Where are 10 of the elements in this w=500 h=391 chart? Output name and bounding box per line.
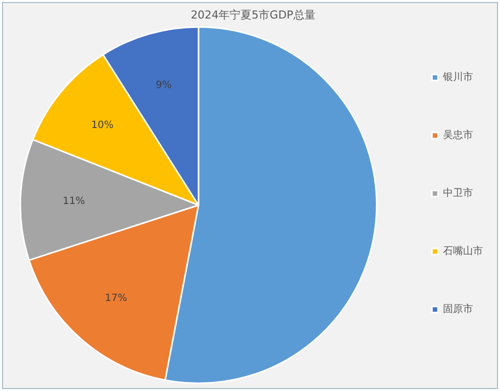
- legend-label: 银川市: [442, 71, 473, 84]
- data-label: 9%: [156, 80, 172, 91]
- chart-title: 2024年宁夏5市GDP总量: [190, 8, 316, 22]
- data-label: 10%: [91, 120, 114, 132]
- legend-label: 中卫市: [443, 187, 473, 200]
- legend-label: 固原市: [443, 303, 473, 316]
- data-label: 17%: [104, 293, 128, 304]
- data-label: 11%: [62, 196, 85, 207]
- legend-label: 吴忠市: [443, 129, 473, 142]
- legend-label: 石嘴山市: [443, 245, 483, 258]
